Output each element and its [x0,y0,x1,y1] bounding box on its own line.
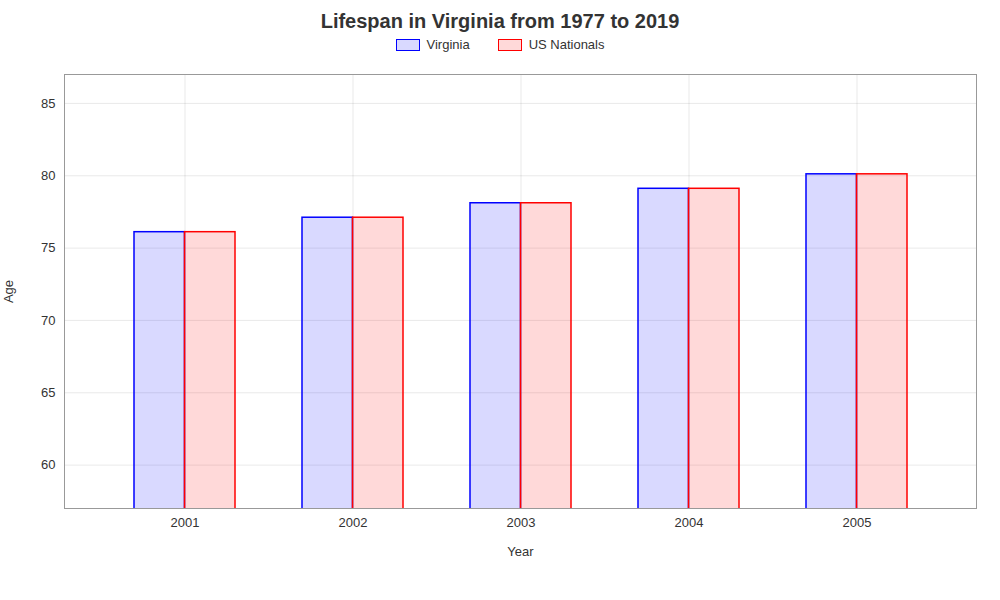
svg-text:80: 80 [41,168,55,183]
svg-text:60: 60 [41,457,55,472]
svg-text:2001: 2001 [171,515,200,530]
svg-text:Age: Age [1,280,16,303]
svg-text:70: 70 [41,313,55,328]
svg-text:75: 75 [41,240,55,255]
svg-text:85: 85 [41,96,55,111]
svg-text:Year: Year [507,544,534,559]
html-text:US Nationals: US Nationals [528,37,605,52]
svg-text:2003: 2003 [507,515,536,530]
svg-text:2002: 2002 [339,515,368,530]
svg-text:65: 65 [41,385,55,400]
svg-text:2004: 2004 [675,515,704,530]
svg-text:2005: 2005 [843,515,872,530]
html-text:Lifespan in Virginia from 1977: Lifespan in Virginia from 1977 to 2019 [320,10,680,32]
html-text:Virginia: Virginia [426,37,470,52]
